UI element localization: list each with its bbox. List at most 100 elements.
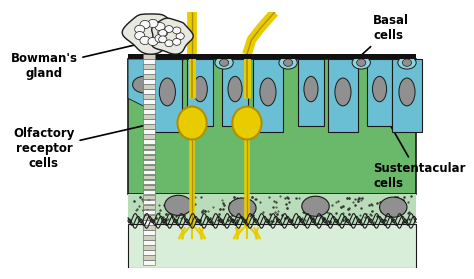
- Bar: [143, 190, 155, 194]
- Bar: [143, 69, 155, 74]
- Bar: [143, 240, 155, 245]
- Ellipse shape: [173, 27, 181, 34]
- Ellipse shape: [228, 76, 242, 102]
- Ellipse shape: [177, 107, 207, 140]
- Bar: [143, 230, 155, 235]
- Ellipse shape: [260, 78, 276, 106]
- Bar: [143, 165, 155, 169]
- Text: Bowman's
gland: Bowman's gland: [10, 42, 145, 80]
- Ellipse shape: [335, 78, 351, 106]
- Ellipse shape: [352, 56, 370, 69]
- Ellipse shape: [232, 107, 262, 140]
- Ellipse shape: [158, 28, 168, 37]
- Bar: [143, 260, 155, 265]
- Bar: [128, 194, 416, 224]
- Ellipse shape: [215, 56, 233, 69]
- Bar: [128, 59, 416, 194]
- Bar: [143, 200, 155, 205]
- Bar: [143, 255, 155, 260]
- Polygon shape: [153, 59, 182, 132]
- Bar: [143, 220, 155, 225]
- Bar: [143, 119, 155, 124]
- Ellipse shape: [356, 59, 366, 66]
- Ellipse shape: [148, 37, 158, 45]
- Polygon shape: [122, 14, 180, 54]
- Ellipse shape: [302, 196, 329, 216]
- Bar: [143, 84, 155, 89]
- Bar: [143, 250, 155, 255]
- Bar: [143, 140, 155, 144]
- Bar: [143, 225, 155, 230]
- Text: Basal
cells: Basal cells: [356, 14, 409, 61]
- Bar: [143, 145, 155, 149]
- Bar: [143, 170, 155, 174]
- Bar: [143, 245, 155, 250]
- Ellipse shape: [148, 19, 158, 28]
- Ellipse shape: [165, 40, 173, 47]
- Bar: [143, 59, 155, 64]
- Polygon shape: [392, 59, 421, 132]
- Ellipse shape: [159, 36, 167, 43]
- Polygon shape: [222, 59, 248, 126]
- Bar: [143, 74, 155, 79]
- Polygon shape: [367, 59, 392, 126]
- Bar: [143, 134, 155, 139]
- Ellipse shape: [399, 78, 415, 106]
- Polygon shape: [128, 59, 183, 117]
- Bar: [143, 109, 155, 114]
- Ellipse shape: [402, 59, 411, 66]
- Bar: [143, 129, 155, 134]
- Ellipse shape: [304, 76, 318, 102]
- Ellipse shape: [159, 78, 175, 106]
- Polygon shape: [188, 59, 213, 126]
- Bar: [143, 114, 155, 119]
- Bar: [143, 155, 155, 159]
- Polygon shape: [253, 59, 283, 132]
- Bar: [143, 104, 155, 109]
- Polygon shape: [298, 59, 324, 126]
- Ellipse shape: [176, 33, 184, 40]
- Text: Olfactory
receptor
cells: Olfactory receptor cells: [13, 116, 178, 170]
- Ellipse shape: [133, 76, 155, 93]
- Bar: [143, 210, 155, 215]
- Bar: [143, 99, 155, 104]
- Bar: [143, 205, 155, 210]
- Bar: [143, 185, 155, 189]
- Bar: [143, 94, 155, 99]
- Polygon shape: [152, 18, 193, 54]
- Ellipse shape: [373, 76, 387, 102]
- Ellipse shape: [193, 76, 207, 102]
- Text: Sustentacular
cells: Sustentacular cells: [373, 102, 465, 190]
- Bar: [143, 175, 155, 179]
- Ellipse shape: [228, 198, 256, 218]
- Bar: [143, 64, 155, 69]
- Bar: [143, 235, 155, 240]
- Bar: [143, 150, 155, 154]
- Bar: [143, 124, 155, 129]
- Bar: [128, 224, 416, 268]
- Ellipse shape: [140, 20, 150, 29]
- Ellipse shape: [155, 23, 165, 31]
- Ellipse shape: [164, 195, 192, 215]
- Bar: [128, 54, 416, 59]
- Bar: [143, 195, 155, 199]
- Ellipse shape: [173, 39, 181, 45]
- Ellipse shape: [219, 59, 228, 66]
- Bar: [143, 180, 155, 184]
- Bar: [143, 79, 155, 84]
- Ellipse shape: [155, 34, 165, 42]
- Bar: [143, 54, 155, 59]
- Ellipse shape: [135, 25, 145, 33]
- Bar: [143, 215, 155, 220]
- Bar: [143, 89, 155, 94]
- Polygon shape: [328, 59, 357, 132]
- Ellipse shape: [165, 26, 173, 32]
- Ellipse shape: [135, 32, 145, 40]
- Ellipse shape: [283, 59, 292, 66]
- Ellipse shape: [140, 36, 150, 45]
- Bar: [143, 160, 155, 164]
- Ellipse shape: [159, 30, 167, 36]
- Ellipse shape: [398, 56, 416, 69]
- Ellipse shape: [380, 197, 407, 217]
- Ellipse shape: [279, 56, 297, 69]
